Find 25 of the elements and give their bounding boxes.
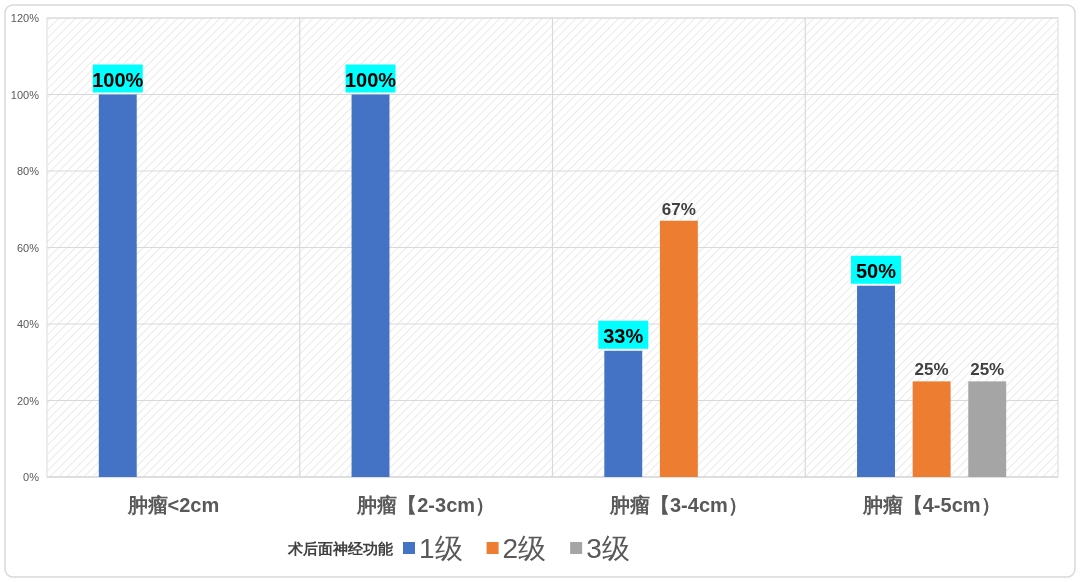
y-tick-label: 80% — [16, 165, 40, 177]
data-label: 100% — [344, 68, 397, 91]
legend-title: 术后面神经功能 — [287, 540, 394, 557]
x-tick-label: 肿瘤【3-4cm） — [608, 494, 748, 516]
x-tick-label: 肿瘤【2-3cm） — [356, 494, 496, 516]
y-tick-label: 100% — [10, 88, 40, 101]
legend-label: 3级 — [586, 533, 630, 564]
y-tick-label: 20% — [16, 394, 40, 407]
y-tick-label: 0% — [23, 471, 40, 483]
y-tick-label: 40% — [16, 318, 40, 330]
bar — [659, 220, 698, 477]
bar — [968, 381, 1007, 477]
bar — [912, 381, 951, 477]
data-label: 50% — [856, 259, 897, 282]
x-tick-label: 肿瘤<2cm — [126, 494, 220, 516]
data-label: 33% — [603, 324, 644, 347]
data-label: 67% — [661, 199, 696, 219]
data-label: 25% — [914, 360, 949, 380]
y-tick-label: 120% — [10, 12, 40, 24]
legend-label: 1级 — [419, 533, 463, 564]
y-tick-label: 60% — [16, 241, 40, 254]
data-label: 100% — [92, 68, 144, 91]
data-label: 25% — [970, 360, 1005, 380]
legend-label: 2级 — [502, 533, 547, 564]
x-tick-label: 肿瘤【4-5cm） — [861, 494, 1001, 516]
